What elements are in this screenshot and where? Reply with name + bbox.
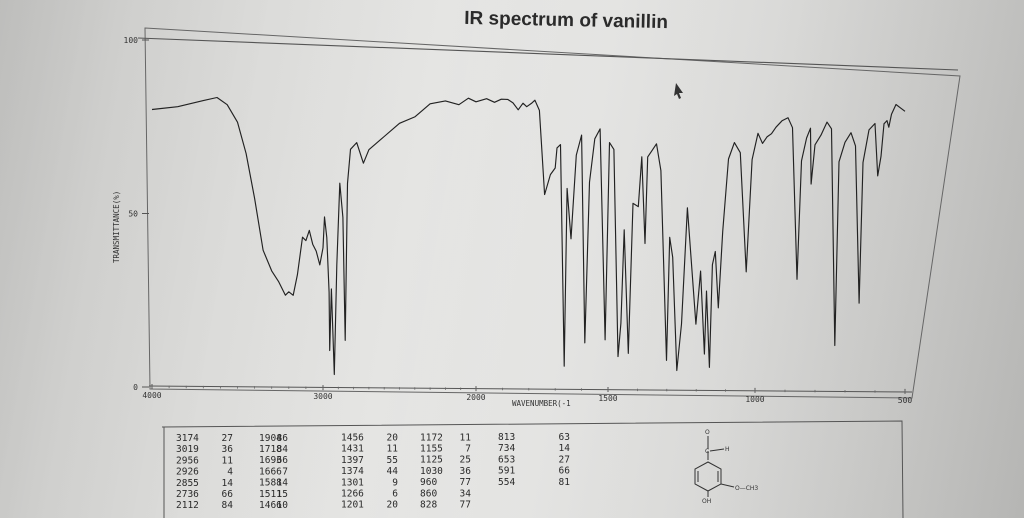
- peak-transmittance: 36: [222, 444, 234, 455]
- peak-transmittance: 27: [222, 433, 233, 444]
- y-axis-label: TRANSMITTANCE(%): [112, 191, 121, 263]
- x-tick-label: 3000: [313, 392, 332, 401]
- peak-transmittance: 11: [222, 455, 234, 466]
- peak-wavenumber: 554: [498, 477, 515, 488]
- structure-carbonyl-c: C: [705, 448, 709, 455]
- peak-wavenumber: 2926: [176, 467, 199, 478]
- peak-transmittance: 44: [387, 466, 399, 477]
- x-tick-label: 1000: [745, 395, 764, 404]
- peak-transmittance: 11: [460, 432, 472, 443]
- peak-wavenumber: 653: [498, 454, 515, 465]
- peak-transmittance: 7: [465, 443, 471, 454]
- peak-transmittance: 66: [222, 489, 234, 500]
- peak-transmittance: 77: [460, 499, 471, 510]
- spectrum-line: [151, 96, 906, 376]
- x-axis-label: WAVENUMBER(-1: [512, 399, 571, 408]
- x-tick-label: 1500: [598, 394, 617, 403]
- chart-title: IR spectrum of vanillin: [464, 8, 668, 33]
- peak-wavenumber: 1125: [420, 455, 443, 466]
- peak-transmittance: 20: [387, 433, 399, 444]
- peak-transmittance: 11: [387, 444, 399, 455]
- peak-wavenumber: 1466: [259, 500, 282, 511]
- peak-transmittance: 77: [460, 477, 471, 488]
- peak-wavenumber: 828: [420, 499, 437, 510]
- peak-transmittance: 63: [559, 432, 570, 443]
- peak-wavenumber: 860: [420, 488, 437, 499]
- peak-wavenumber: 2855: [176, 478, 199, 489]
- peak-transmittance: 55: [387, 455, 398, 466]
- peak-wavenumber: 1374: [341, 466, 364, 477]
- peak-transmittance: 6: [392, 489, 398, 500]
- peak-wavenumber: 1456: [341, 433, 364, 444]
- peak-wavenumber: 1718: [259, 444, 282, 455]
- peak-transmittance: 84: [222, 500, 234, 511]
- peak-wavenumber: 1431: [341, 444, 364, 455]
- peak-transmittance: 66: [277, 455, 289, 466]
- peak-wavenumber: 1030: [420, 466, 443, 477]
- x-axis-ticks: 4000 3000 2000 1500 1000 500: [142, 384, 912, 405]
- structure-aldehyde-h: H: [725, 446, 730, 453]
- structure-methoxy: O—CH3: [735, 485, 758, 492]
- peak-wavenumber: 1904: [259, 433, 282, 444]
- peak-wavenumber: 1588: [259, 478, 282, 489]
- peak-transmittance: 10: [277, 500, 289, 511]
- peak-transmittance: 15: [277, 489, 288, 500]
- structure-hydroxyl: OH: [702, 498, 711, 505]
- peak-transmittance: 34: [460, 488, 472, 499]
- peak-table-frame: [161, 420, 904, 518]
- x-axis-line: [148, 385, 913, 393]
- peak-wavenumber: 2112: [176, 500, 199, 511]
- peak-transmittance: 66: [559, 466, 571, 477]
- y-axis-ticks: 100 50 0: [124, 36, 149, 392]
- peak-wavenumber: 1301: [341, 477, 364, 488]
- peak-wavenumber: 3174: [176, 433, 199, 444]
- peak-wavenumber: 1155: [420, 443, 443, 454]
- peak-wavenumber: 1201: [341, 500, 364, 511]
- peak-wavenumber: 960: [420, 477, 437, 488]
- peak-wavenumber: 591: [498, 466, 515, 477]
- structure-carbonyl-o: O: [705, 429, 710, 436]
- peak-transmittance: 14: [559, 443, 571, 454]
- y-tick-label: 100: [124, 36, 139, 45]
- peak-transmittance: 36: [460, 466, 472, 477]
- peak-wavenumber: 2956: [176, 455, 199, 466]
- peak-wavenumber: 813: [498, 432, 515, 443]
- x-tick-label: 2000: [466, 393, 485, 402]
- peak-transmittance: 4: [227, 467, 233, 478]
- x-tick-label: 500: [898, 396, 913, 405]
- peak-wavenumber: 1693: [259, 455, 282, 466]
- peak-transmittance: 14: [222, 478, 234, 489]
- peak-wavenumber: 2736: [176, 489, 199, 500]
- peak-wavenumber: 1266: [341, 489, 364, 500]
- y-tick-label: 0: [133, 383, 138, 392]
- top-axis-line: [137, 37, 959, 71]
- peak-transmittance: 14: [277, 478, 289, 489]
- peak-wavenumber: 1511: [259, 489, 282, 500]
- x-tick-label: 4000: [142, 391, 161, 400]
- cursor-arrow-icon: [674, 83, 683, 99]
- peak-transmittance: 84: [277, 444, 289, 455]
- vanillin-structure: O C H O—CH3 OH: [694, 429, 758, 505]
- peak-wavenumber: 3019: [176, 444, 199, 455]
- peak-wavenumber: 1172: [420, 432, 443, 443]
- peak-wavenumber: 1397: [341, 455, 364, 466]
- peak-transmittance: 25: [460, 455, 471, 466]
- peak-transmittance: 9: [392, 477, 398, 488]
- peak-transmittance: 81: [559, 477, 571, 488]
- peak-wavenumber: 734: [498, 443, 515, 454]
- peak-transmittance: 86: [277, 433, 289, 444]
- peak-wavenumber: 1666: [259, 466, 282, 477]
- peak-transmittance: 27: [559, 454, 570, 465]
- y-tick-label: 50: [128, 210, 138, 219]
- peak-transmittance: 7: [282, 466, 288, 477]
- peak-transmittance: 20: [387, 500, 399, 511]
